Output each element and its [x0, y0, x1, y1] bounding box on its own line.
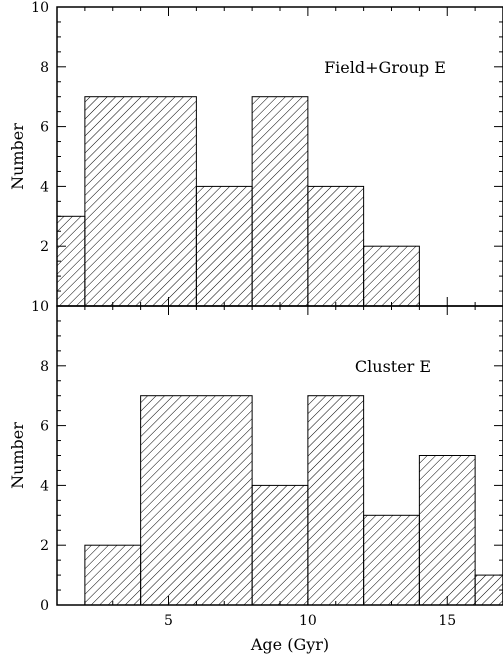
histogram-bar	[307, 395, 365, 606]
histogram-bar	[195, 185, 253, 307]
histogram-bar	[251, 484, 309, 606]
histogram-bar	[418, 455, 476, 606]
histogram-bar	[84, 544, 142, 606]
y-tick-label: 6	[40, 120, 49, 136]
histogram-bar	[474, 574, 503, 606]
top-panel: 2 4 6 8 10 Number Field+Group E	[8, 0, 503, 307]
bottom-panel: 0 2 4 6 8 10 5 10 15 Number Cluster E Age (Gyr)	[8, 299, 503, 654]
y-tick-label: 6	[40, 419, 49, 435]
y-tick-label: 8	[40, 359, 49, 375]
panel-annotation: Field+Group E	[324, 58, 446, 77]
panel-annotation: Cluster E	[355, 357, 431, 376]
x-tick-label: 15	[438, 613, 456, 629]
y-tick-label: 2	[40, 538, 49, 554]
y-axis-label: Number	[8, 422, 27, 489]
histogram-bar	[140, 395, 253, 606]
y-tick-label: 10	[31, 0, 49, 16]
histogram-bar	[363, 514, 420, 606]
histogram-bar	[56, 215, 86, 307]
y-tick-label: 4	[40, 179, 49, 195]
y-tick-label: 8	[40, 60, 49, 76]
x-axis-label: Age (Gyr)	[250, 635, 329, 654]
histogram-bar	[251, 96, 309, 307]
y-tick-label: 0	[40, 598, 49, 614]
y-tick-label: 2	[40, 239, 49, 255]
histogram-bar	[307, 185, 365, 307]
y-tick-label: 10	[31, 299, 49, 315]
x-tick-label: 5	[164, 613, 173, 629]
x-tick-label: 10	[299, 613, 317, 629]
y-tick-label: 4	[40, 478, 49, 494]
y-axis-label: Number	[8, 123, 27, 190]
histogram-bar	[363, 245, 420, 307]
histogram-bar	[84, 96, 197, 307]
